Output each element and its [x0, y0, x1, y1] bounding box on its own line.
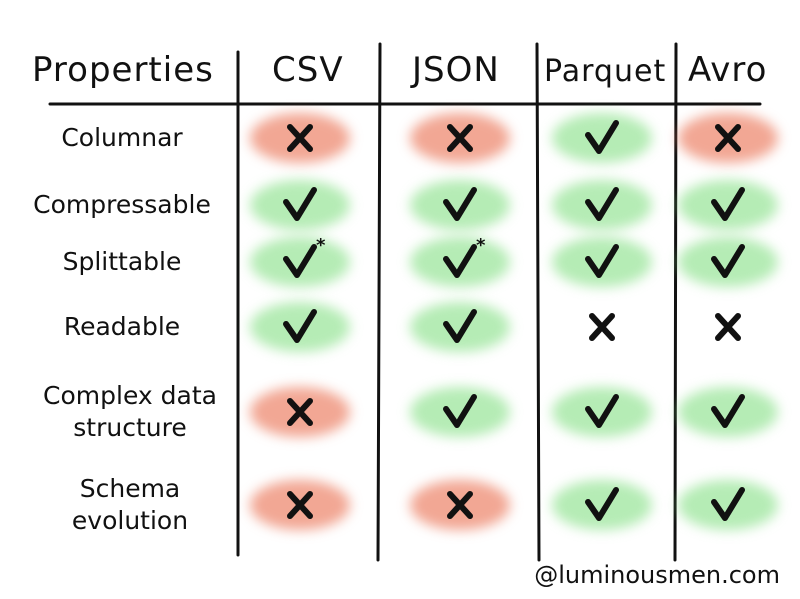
support-highlight	[410, 237, 510, 287]
row-label: Compressable	[33, 190, 211, 219]
column-divider-2	[376, 42, 382, 562]
table-cell	[678, 381, 778, 443]
support-highlight	[410, 180, 510, 230]
table-cell	[410, 107, 510, 169]
check-icon	[711, 487, 745, 521]
row-label: Schema evolution	[71, 474, 189, 535]
column-divider-3	[535, 42, 541, 562]
check-icon	[711, 244, 745, 278]
check-icon	[283, 187, 317, 221]
support-highlight	[250, 302, 350, 352]
check-icon	[585, 187, 619, 221]
support-highlight	[250, 237, 350, 287]
column-divider-4	[673, 42, 678, 562]
x-icon	[287, 398, 313, 426]
table-cell	[678, 174, 778, 236]
support-highlight	[552, 387, 652, 437]
support-highlight	[552, 180, 652, 230]
footer-credit: @luminousmen.com	[534, 561, 780, 589]
row-label: Splittable	[62, 247, 182, 276]
table-cell	[678, 107, 778, 169]
header-parquet: Parquet	[544, 54, 667, 89]
table-cell: *	[410, 231, 510, 293]
header-properties: Properties	[32, 50, 214, 90]
support-highlight	[552, 113, 652, 163]
x-icon	[715, 313, 741, 341]
table-cell	[250, 174, 350, 236]
check-icon	[443, 187, 477, 221]
check-icon	[443, 394, 477, 428]
check-icon	[283, 309, 317, 343]
header-avro: Avro	[688, 50, 768, 90]
check-icon	[585, 120, 619, 154]
support-highlight	[678, 480, 778, 530]
support-highlight	[678, 387, 778, 437]
table-cell	[250, 296, 350, 358]
x-icon	[715, 124, 741, 152]
header-json: JSON	[412, 50, 500, 90]
row-label: Columnar	[61, 123, 183, 152]
check-icon	[711, 394, 745, 428]
table-cell: *	[250, 231, 350, 293]
table-cell	[552, 174, 652, 236]
header-csv: CSV	[272, 50, 344, 90]
x-icon	[447, 124, 473, 152]
support-highlight	[552, 237, 652, 287]
table-cell	[552, 474, 652, 536]
row-label: Readable	[63, 312, 181, 341]
table-cell	[552, 296, 652, 358]
support-highlight	[552, 480, 652, 530]
table-cell	[250, 474, 350, 536]
support-highlight	[678, 180, 778, 230]
x-icon	[447, 491, 473, 519]
check-icon	[283, 244, 317, 278]
table-cell	[410, 381, 510, 443]
table-cell	[250, 381, 350, 443]
table-cell	[552, 381, 652, 443]
check-icon	[585, 487, 619, 521]
check-icon	[443, 244, 477, 278]
support-highlight	[678, 237, 778, 287]
table-cell	[678, 474, 778, 536]
table-cell	[678, 231, 778, 293]
check-icon	[443, 309, 477, 343]
table-cell	[410, 474, 510, 536]
table-cell	[552, 231, 652, 293]
support-highlight	[410, 387, 510, 437]
check-icon	[585, 244, 619, 278]
row-label: Complex data structure	[43, 381, 217, 442]
support-highlight	[410, 302, 510, 352]
table-cell	[552, 107, 652, 169]
footnote-asterisk: *	[316, 235, 326, 256]
check-icon	[585, 394, 619, 428]
check-icon	[711, 187, 745, 221]
x-icon	[589, 313, 615, 341]
table-cell	[410, 174, 510, 236]
support-highlight	[250, 180, 350, 230]
table-cell	[678, 296, 778, 358]
x-icon	[287, 491, 313, 519]
table-cell	[250, 107, 350, 169]
table-cell	[410, 296, 510, 358]
x-icon	[287, 124, 313, 152]
footnote-asterisk: *	[476, 235, 486, 256]
